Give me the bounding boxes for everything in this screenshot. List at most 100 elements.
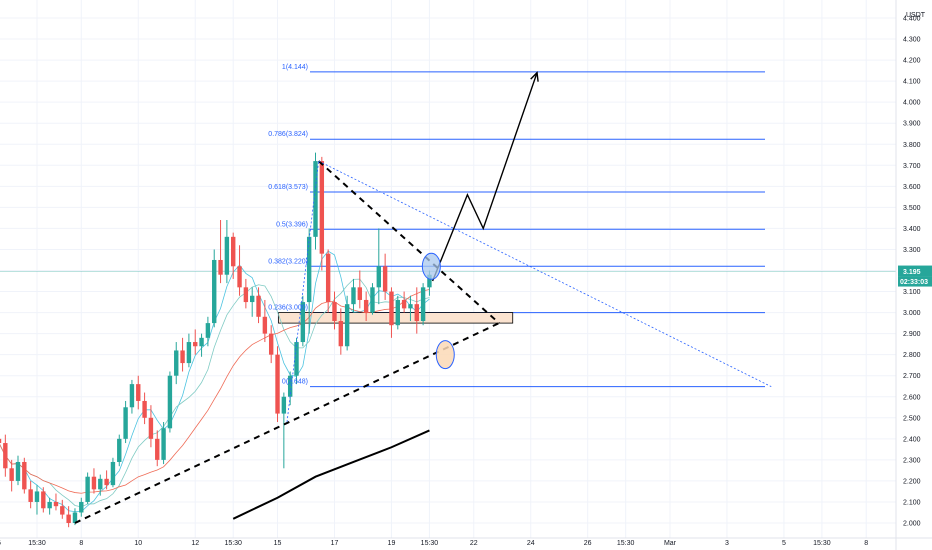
price-tick-label: 3.600	[903, 184, 921, 191]
time-tick-label: 8	[864, 540, 868, 547]
candle-body	[79, 501, 84, 513]
price-tick-label: 3.700	[903, 163, 921, 170]
candle-body	[427, 274, 432, 288]
price-tick-label: 4.400	[903, 16, 921, 23]
candle-body	[41, 491, 46, 509]
moving-average-line	[0, 289, 430, 494]
candle-body	[129, 384, 135, 408]
candle-body	[414, 304, 419, 321]
grid	[0, 0, 896, 538]
time-tick-label: 22	[470, 540, 478, 547]
time-tick-label: 10	[134, 540, 142, 547]
candle-body	[231, 236, 236, 267]
candle-body	[91, 476, 97, 490]
candle-body	[123, 407, 128, 439]
long-moving-average-line	[232, 429, 430, 520]
candle-body	[338, 321, 344, 347]
candle-body	[224, 236, 230, 275]
candle-body	[344, 304, 350, 347]
candle-body	[15, 461, 21, 481]
candle-body	[370, 287, 375, 313]
breakout-circle	[421, 252, 441, 280]
candle-body	[117, 438, 122, 462]
candle-body	[72, 512, 78, 523]
candle-body	[193, 342, 198, 347]
candle-body	[237, 266, 242, 288]
last-price-tag: 3.195 02:33:03	[898, 265, 932, 287]
arrow-head	[530, 71, 539, 82]
candle-body	[142, 400, 147, 418]
candle-body	[275, 354, 280, 414]
price-tick-label: 2.200	[903, 478, 921, 485]
candle-body	[287, 375, 293, 397]
candle-body	[155, 438, 160, 460]
candle-body	[300, 302, 306, 343]
price-tick-label: 2.100	[903, 499, 921, 506]
time-tick-label: 3	[725, 540, 729, 547]
candle-body	[34, 491, 40, 502]
candle-body	[212, 259, 217, 324]
candle-body	[136, 384, 141, 401]
candle-body	[28, 489, 33, 502]
time-tick-label: 5	[782, 540, 786, 547]
time-tick-label: 17	[331, 540, 339, 547]
time-axis[interactable]: 6 15:30 8 10 12 15:30 15 17 19 15:30 22 24 26 15:30 Ma…	[0, 537, 932, 547]
fib-level-label: 0.236(3.000)	[268, 305, 308, 312]
candle-body	[180, 350, 185, 364]
time-tick-label: 15:30	[421, 540, 439, 547]
price-tick-label: 3.000	[903, 310, 921, 317]
time-tick-label: Mar	[664, 540, 677, 547]
price-tick-label: 3.500	[903, 205, 921, 212]
price-tick-label: 3.100	[903, 289, 921, 296]
candle-body	[306, 236, 312, 303]
candle-body	[205, 323, 211, 338]
candle-body	[408, 304, 413, 309]
time-tick-label: 6	[0, 540, 1, 547]
candle-body	[174, 350, 179, 376]
time-tick-label: 24	[527, 540, 535, 547]
candle-body	[53, 501, 59, 507]
price-tick-label: 2.400	[903, 436, 921, 443]
fib-level-label: 0.618(3.573)	[268, 184, 308, 191]
price-tick-label: 4.000	[903, 100, 921, 107]
candle-body	[281, 396, 287, 414]
time-tick-label: 26	[584, 540, 592, 547]
drawings-front	[74, 71, 772, 524]
fib-level-label: 0.382(3.220)	[268, 258, 308, 265]
candle-body	[363, 299, 369, 313]
price-tick-label: 4.200	[903, 58, 921, 65]
candle-body	[382, 266, 388, 292]
candle-body	[262, 316, 268, 334]
time-tick-label: 15	[274, 540, 282, 547]
candles	[0, 152, 432, 528]
candle-body	[148, 417, 154, 439]
moving-average-line	[0, 278, 430, 508]
price-tick-label: 2.900	[903, 331, 921, 338]
time-tick-label: 12	[191, 540, 199, 547]
countdown-value: 02:33:03	[900, 279, 928, 286]
candle-body	[22, 461, 27, 490]
projected-path	[431, 72, 538, 282]
lower-trendline	[74, 322, 500, 524]
candle-body	[85, 476, 90, 502]
projection-line	[318, 160, 772, 388]
price-tick-label: 2.300	[903, 457, 921, 464]
candle-body	[319, 161, 325, 254]
price-tick-label: 2.600	[903, 394, 921, 401]
price-axis[interactable]: 4.400 4.300 4.200 4.100 4.000 3.900 3.800 3.700…	[895, 0, 921, 550]
candle-body	[351, 287, 356, 305]
time-tick-label: 15:30	[224, 540, 242, 547]
time-tick-label: 15:30	[28, 540, 46, 547]
currency-label: USDT	[906, 12, 926, 19]
price-tick-label: 2.700	[903, 373, 921, 380]
price-tick-label: 2.000	[903, 521, 921, 528]
candle-body	[104, 478, 109, 486]
candle-body	[401, 299, 407, 309]
price-tick-label: 3.400	[903, 226, 921, 233]
fib-level-label: 0.786(3.824)	[268, 131, 308, 138]
candle-body	[268, 333, 274, 355]
time-tick-label: 15:30	[813, 540, 831, 547]
candle-body	[199, 337, 204, 347]
candle-body	[250, 295, 255, 303]
